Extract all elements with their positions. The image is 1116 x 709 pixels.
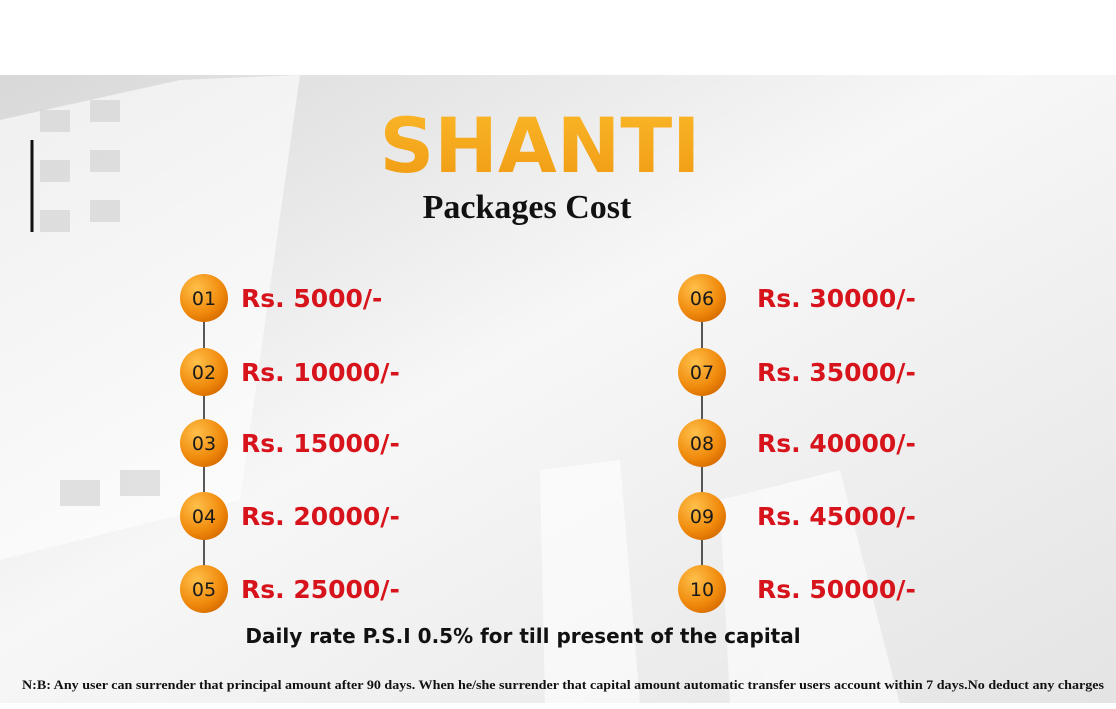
title: SHANTI — [380, 101, 701, 190]
package-number: 04 — [192, 506, 216, 528]
building-windows — [40, 100, 160, 506]
number-badge — [678, 492, 726, 540]
number-badge — [180, 419, 228, 467]
package-number: 06 — [690, 288, 714, 310]
number-badge — [180, 348, 228, 396]
package-number: 09 — [690, 506, 714, 528]
number-badge — [180, 565, 228, 613]
number-badge — [180, 274, 228, 322]
footer-note: N:B: Any user can surrender that princip… — [22, 677, 1104, 692]
rate-note: Daily rate P.S.I 0.5% for till present o… — [245, 624, 800, 648]
package-price: Rs. 50000/- — [757, 575, 916, 604]
number-badge — [678, 419, 726, 467]
subtitle: Packages Cost — [423, 189, 632, 226]
package-price: Rs. 25000/- — [241, 575, 400, 604]
number-badge — [678, 274, 726, 322]
package-number: 08 — [690, 433, 714, 455]
package-number: 01 — [192, 288, 216, 310]
package-list: 01 Rs. 5000/- 02 Rs. 10000/- 03 Rs. 15000/- 04… — [180, 274, 916, 613]
package-price: Rs. 20000/- — [241, 502, 400, 531]
package-price: Rs. 35000/- — [757, 358, 916, 387]
package-price: Rs. 45000/- — [757, 502, 916, 531]
package-price: Rs. 30000/- — [757, 284, 916, 313]
number-badge — [678, 565, 726, 613]
package-price: Rs. 10000/- — [241, 358, 400, 387]
package-price: Rs. 40000/- — [757, 429, 916, 458]
package-number: 07 — [690, 362, 714, 384]
number-badge — [180, 492, 228, 540]
package-number: 05 — [192, 579, 216, 601]
bottom-band — [0, 703, 1116, 709]
number-badge — [678, 348, 726, 396]
package-price: Rs. 5000/- — [241, 284, 382, 313]
package-number: 03 — [192, 433, 216, 455]
package-number: 02 — [192, 362, 216, 384]
package-price: Rs. 15000/- — [241, 429, 400, 458]
package-number: 10 — [690, 579, 714, 601]
